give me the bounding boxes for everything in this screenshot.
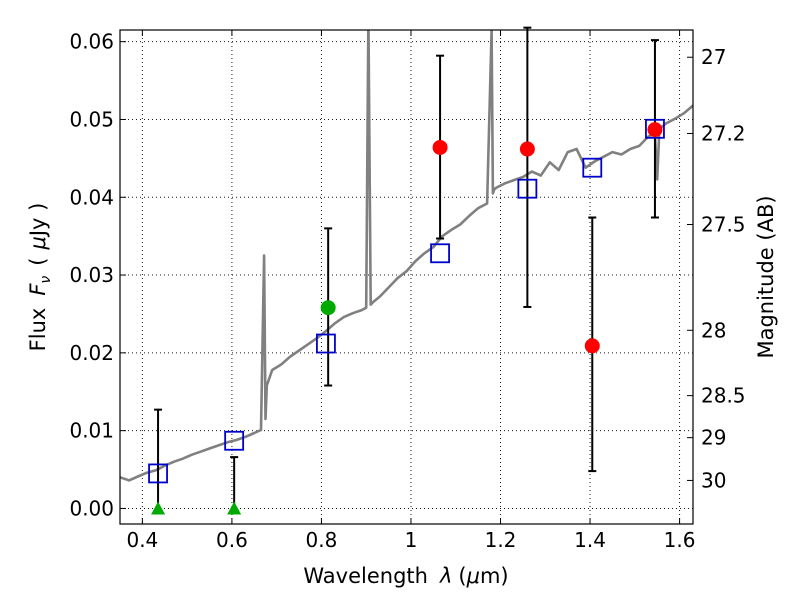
model-photometry-square	[224, 430, 245, 451]
x-axis-unit-rest: m)	[480, 564, 509, 588]
y2-tick-label: 29	[701, 426, 726, 450]
y-axis-unit-mu: μ	[26, 236, 50, 250]
upper-limit-triangle	[151, 501, 166, 515]
y-axis-f-symbol: F	[26, 283, 50, 296]
model-photometry-square	[645, 118, 665, 139]
x-axis-unit-open: (	[458, 564, 466, 588]
x-tick-label: 1.6	[664, 528, 696, 552]
y-tick-label: 0.03	[69, 263, 114, 287]
detection-point	[647, 122, 663, 138]
y-tick-label: 0.04	[69, 185, 114, 209]
model-spectrum-line	[120, 30, 693, 482]
x-axis-title: Wavelength λ (μm)	[303, 564, 508, 588]
x-tick-label: 1.2	[485, 528, 517, 552]
y-tick-label: 0.02	[69, 341, 114, 365]
y-tick-label: 0.05	[69, 107, 114, 131]
upper-limit-triangle	[227, 501, 242, 515]
y-axis-title-text: Flux	[26, 308, 50, 352]
x-tick-label: 1.4	[574, 528, 606, 552]
detection-point	[432, 139, 448, 155]
y-tick-label: 0.01	[69, 419, 114, 443]
detection-point	[584, 338, 600, 354]
y2-axis-title: Magnitude (AB)	[754, 195, 778, 358]
x-tick-label: 0.6	[216, 528, 248, 552]
detection-point	[519, 141, 535, 157]
y-axis-nu-subscript: ν	[38, 276, 54, 284]
model-photometry-square	[582, 157, 603, 178]
x-axis-title-text: Wavelength	[303, 564, 428, 588]
x-axis-lambda-symbol: λ	[439, 564, 452, 588]
y2-tick-label: 28.5	[701, 384, 746, 408]
tick-layer: 0.4 0.6 0.8 1 1.2 1.4 1.6 0.00 0.01 0.02 0.03 0.04 0…	[69, 30, 745, 552]
y2-tick-label: 27.5	[701, 212, 746, 236]
y2-tick-label: 27	[701, 45, 726, 69]
x-tick-label: 1	[405, 528, 418, 552]
y2-tick-label: 28	[701, 318, 726, 342]
y-axis-title: Flux Fν ( μJy )	[26, 203, 54, 352]
x-tick-label: 0.8	[306, 528, 338, 552]
x-axis-unit-mu: μ	[466, 564, 480, 588]
y-tick-label: 0.06	[69, 30, 114, 54]
spectrum-layer	[120, 30, 693, 482]
y-axis-unit-open: (	[26, 258, 50, 266]
y2-tick-label: 27.2	[701, 121, 746, 145]
optical-detection-point	[320, 300, 336, 316]
errorbar-layer	[154, 26, 659, 509]
x-tick-label: 0.4	[126, 528, 158, 552]
y-tick-label: 0.00	[69, 496, 114, 520]
y-axis-unit-rest: Jy )	[26, 203, 50, 239]
y2-tick-label: 30	[701, 468, 726, 492]
marker-layer	[148, 118, 665, 515]
plot-frame	[119, 29, 694, 525]
model-photometry-square	[517, 178, 538, 199]
model-photometry-square	[316, 333, 336, 354]
model-photometry-square	[430, 243, 450, 264]
model-photometry-square	[148, 463, 168, 484]
